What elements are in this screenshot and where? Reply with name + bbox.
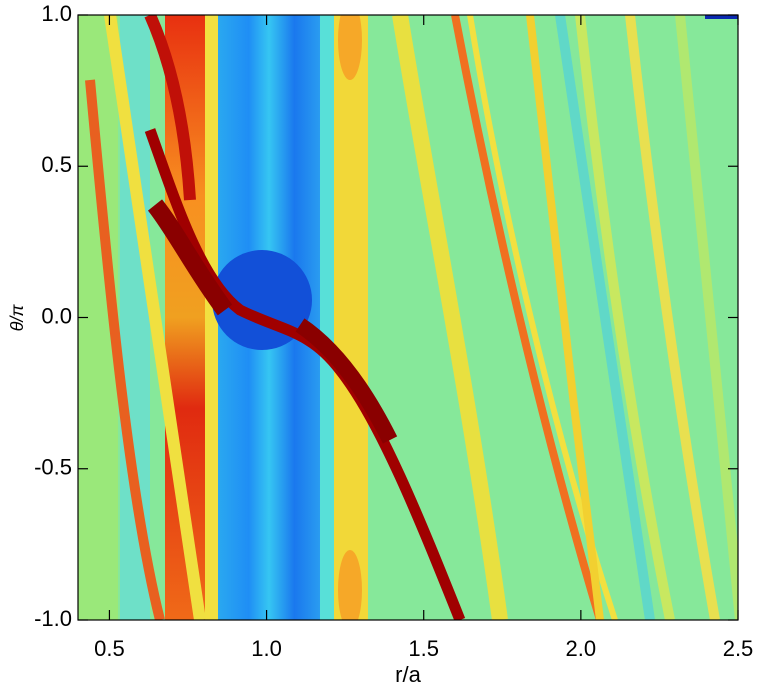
- y-tick-label: -1.0: [34, 606, 72, 631]
- y-tick-label: 0.5: [41, 152, 72, 177]
- x-tick-label: 0.5: [94, 636, 125, 661]
- x-tick-label: 2.5: [723, 636, 754, 661]
- y-tick-label: 0.0: [41, 303, 72, 328]
- x-axis-label: r/a: [395, 662, 421, 687]
- y-tick-label: -0.5: [34, 455, 72, 480]
- x-tick-label: 1.5: [408, 636, 439, 661]
- x-tick-label: 1.0: [251, 636, 282, 661]
- x-tick-label: 2.0: [566, 636, 597, 661]
- heatmap-field: [78, 15, 738, 620]
- y-tick-label: 1.0: [41, 1, 72, 26]
- y-axis-label: θ/π: [7, 304, 27, 332]
